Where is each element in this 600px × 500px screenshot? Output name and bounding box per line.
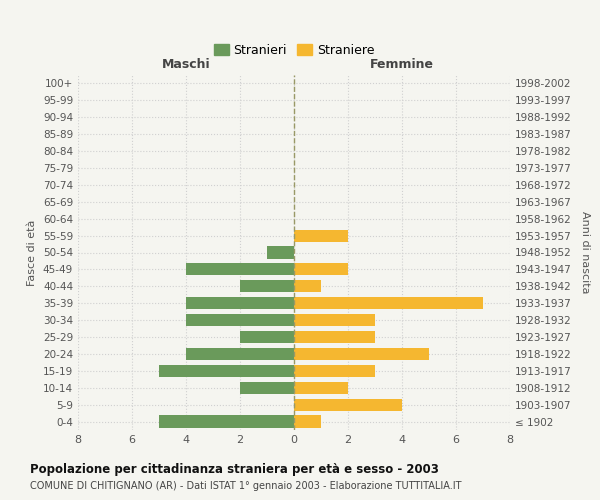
- Bar: [294, 348, 429, 360]
- Text: Femmine: Femmine: [370, 58, 434, 71]
- Bar: [240, 280, 294, 292]
- Bar: [294, 331, 375, 343]
- Bar: [186, 297, 294, 310]
- Y-axis label: Fasce di età: Fasce di età: [28, 220, 37, 286]
- Bar: [186, 264, 294, 276]
- Bar: [186, 314, 294, 326]
- Text: Popolazione per cittadinanza straniera per età e sesso - 2003: Popolazione per cittadinanza straniera p…: [30, 462, 439, 475]
- Bar: [294, 314, 375, 326]
- Bar: [294, 398, 402, 410]
- Bar: [294, 280, 321, 292]
- Bar: [294, 297, 483, 310]
- Bar: [159, 364, 294, 377]
- Bar: [294, 364, 375, 377]
- Text: COMUNE DI CHITIGNANO (AR) - Dati ISTAT 1° gennaio 2003 - Elaborazione TUTTITALIA: COMUNE DI CHITIGNANO (AR) - Dati ISTAT 1…: [30, 481, 461, 491]
- Bar: [240, 331, 294, 343]
- Bar: [267, 246, 294, 258]
- Text: Maschi: Maschi: [161, 58, 211, 71]
- Bar: [240, 382, 294, 394]
- Bar: [294, 416, 321, 428]
- Y-axis label: Anni di nascita: Anni di nascita: [580, 211, 590, 294]
- Legend: Stranieri, Straniere: Stranieri, Straniere: [209, 38, 380, 62]
- Bar: [159, 416, 294, 428]
- Bar: [294, 382, 348, 394]
- Bar: [294, 230, 348, 241]
- Bar: [294, 264, 348, 276]
- Bar: [186, 348, 294, 360]
